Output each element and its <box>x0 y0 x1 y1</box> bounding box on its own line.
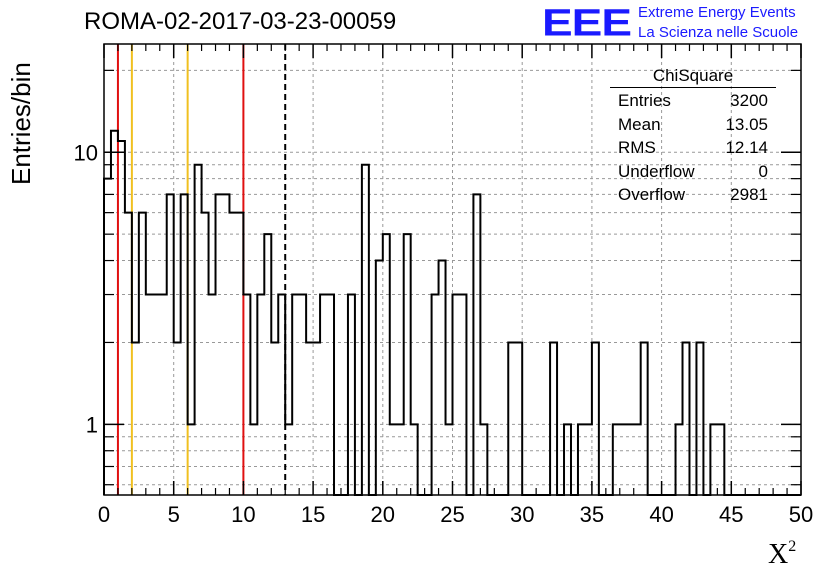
x-tick-label: 50 <box>789 502 813 527</box>
x-tick-label: 10 <box>231 502 255 527</box>
x-tick-label: 5 <box>168 502 180 527</box>
x-axis-label-base: X <box>768 539 789 570</box>
x-axis-label: X2 <box>768 538 796 571</box>
stats-row: Entries 3200 <box>610 89 776 113</box>
stats-value: 12.14 <box>725 138 768 157</box>
x-tick-label: 15 <box>301 502 325 527</box>
x-tick-label: 40 <box>649 502 673 527</box>
x-tick-label: 25 <box>440 502 464 527</box>
x-tick-label: 20 <box>371 502 395 527</box>
y-tick-labels: 1 10 <box>74 140 98 437</box>
logo-line-1: Extreme Energy Events <box>638 4 796 21</box>
stats-box: ChiSquare Entries 3200 Mean 13.05 RMS 12.14… <box>610 66 776 207</box>
x-tick-label: 35 <box>580 502 604 527</box>
stats-row: Overflow 2981 <box>610 183 776 207</box>
y-tick-label: 10 <box>74 140 98 165</box>
x-axis-label-sup: 2 <box>788 538 797 555</box>
logo-line-2: La Scienza nelle Scuole <box>638 24 799 41</box>
x-tick-labels: 0 5 10 15 20 25 30 35 40 45 50 <box>98 502 813 527</box>
stats-row: RMS 12.14 <box>610 136 776 160</box>
stats-label: Entries <box>618 91 671 110</box>
axis-ticks <box>103 44 802 495</box>
stats-row: Underflow 0 <box>610 160 776 184</box>
x-tick-label: 0 <box>98 502 110 527</box>
stats-label: Mean <box>618 114 661 134</box>
stats-title: ChiSquare <box>610 66 776 88</box>
x-tick-label: 45 <box>719 502 743 527</box>
stats-value: 13.05 <box>725 114 768 134</box>
x-tick-label: 30 <box>510 502 534 527</box>
y-axis-label: Entries/bin <box>6 62 36 185</box>
stats-label: Overflow <box>618 185 686 204</box>
y-tick-label: 1 <box>86 412 98 437</box>
reference-lines <box>116 44 287 495</box>
stats-value: 3200 <box>730 91 768 110</box>
stats-value: 2981 <box>730 185 768 204</box>
eee-logo: EEE <box>542 0 632 44</box>
stats-value: 0 <box>758 161 768 181</box>
stats-label: RMS <box>618 138 656 157</box>
chart-title: ROMA-02-2017-03-23-00059 <box>84 8 397 35</box>
stats-row: Mean 13.05 <box>610 113 776 137</box>
stats-label: Underflow <box>618 161 695 181</box>
